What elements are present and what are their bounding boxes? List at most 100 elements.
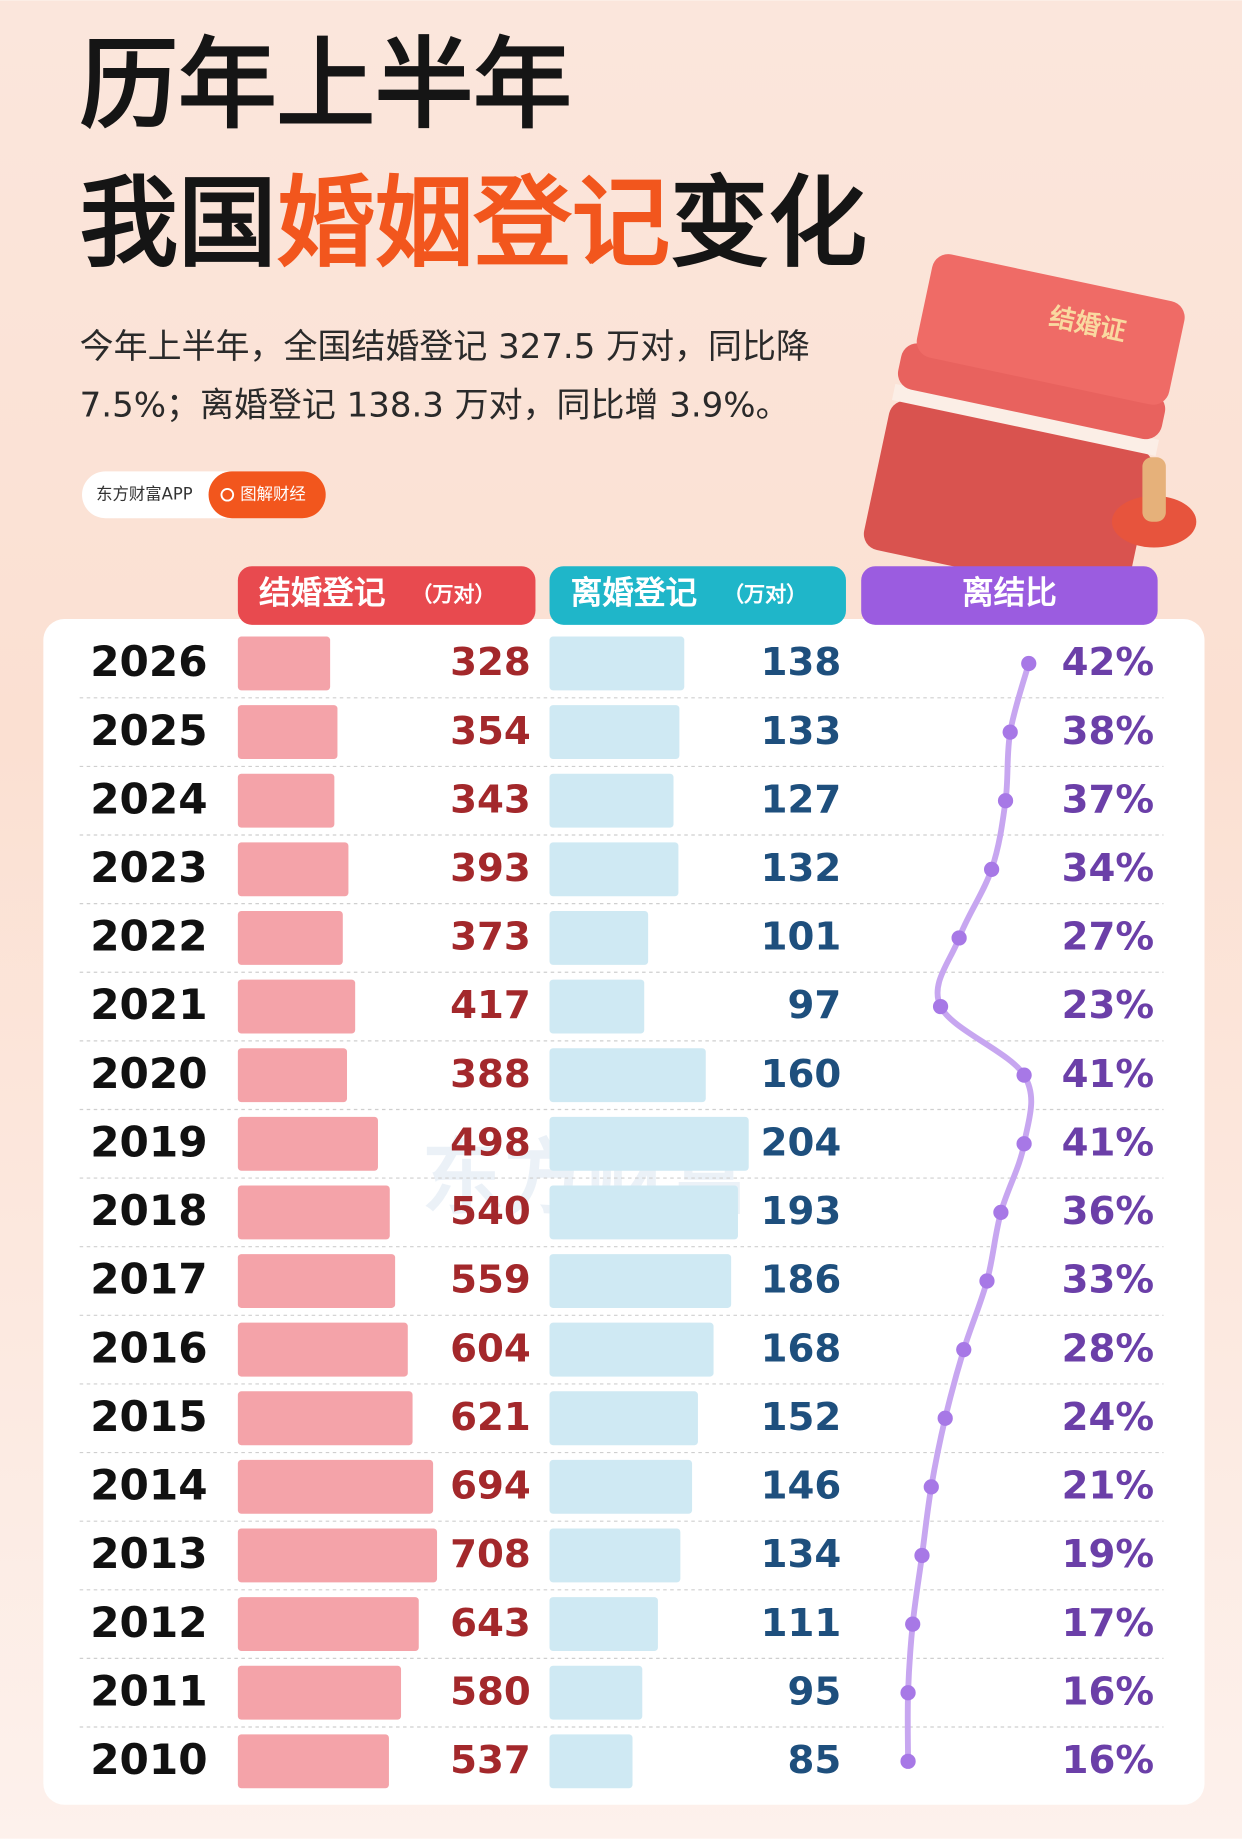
column-header: [237, 566, 536, 625]
search-icon: [220, 487, 235, 502]
book-pages: [891, 383, 1159, 456]
value-label: 204: [761, 1120, 842, 1165]
bar: [237, 1459, 434, 1514]
value-label: 694: [450, 1464, 531, 1509]
bar: [549, 705, 680, 760]
bar: [237, 979, 356, 1034]
ratio-dot: [1016, 1067, 1032, 1083]
value-label: 17%: [1062, 1601, 1155, 1646]
bar: [549, 1048, 706, 1103]
bar: [549, 773, 674, 828]
bar: [237, 1665, 402, 1720]
book-illustration: 结婚证: [863, 254, 1185, 600]
value-label: 34%: [1062, 846, 1155, 891]
value-label: 28%: [1062, 1326, 1155, 1371]
value-label: 540: [450, 1189, 531, 1234]
value-label: 604: [450, 1326, 531, 1371]
title-part: 我国: [80, 167, 277, 281]
year-label: 2015: [90, 1392, 207, 1441]
bar: [549, 979, 645, 1034]
ratio-dot: [905, 1616, 921, 1632]
value-label: 373: [450, 915, 531, 960]
value-label: 708: [450, 1532, 531, 1577]
value-label: 23%: [1062, 983, 1155, 1028]
value-label: 168: [761, 1326, 842, 1371]
bar: [237, 1254, 396, 1308]
year-label: 2022: [90, 912, 207, 961]
value-label: 97: [787, 983, 841, 1028]
bar: [549, 842, 679, 897]
ratio-dot: [900, 1685, 916, 1701]
value-label: 580: [450, 1669, 531, 1714]
bar: [237, 1391, 413, 1446]
source: 东方财富APP: [96, 484, 193, 503]
value-label: 101: [761, 915, 842, 960]
subtitle: 7.5%；离婚登记 138.3 万对，同比增 3.9%。: [80, 385, 790, 425]
year-label: 2010: [90, 1735, 207, 1784]
ratio-dot: [984, 861, 1000, 877]
value-label: 193: [761, 1189, 842, 1234]
book: [897, 343, 1166, 440]
value-label: 33%: [1062, 1258, 1155, 1303]
bar: [549, 1254, 732, 1308]
year-label: 2026: [90, 637, 207, 686]
source-tag-bg: [208, 471, 326, 519]
bar: [237, 1185, 390, 1240]
ratio-dot: [932, 998, 949, 1015]
title-line2: 我国婚姻登记变化: [80, 167, 867, 281]
stamp-handle: [1142, 457, 1166, 522]
value-label: 42%: [1062, 640, 1155, 685]
value-label: 186: [761, 1258, 842, 1303]
ratio-dot: [923, 1479, 939, 1495]
bar: [237, 1116, 378, 1171]
year-label: 2018: [90, 1186, 207, 1235]
value-label: 24%: [1062, 1395, 1155, 1440]
bar: [237, 1734, 389, 1789]
column-header: [861, 566, 1158, 625]
bar: [549, 1528, 681, 1583]
value-label: 138: [761, 640, 842, 685]
value-label: 537: [450, 1738, 531, 1783]
value-label: 134: [761, 1532, 842, 1577]
value-label: 133: [761, 709, 842, 754]
value-label: 95: [787, 1669, 841, 1714]
year-label: 2014: [90, 1461, 207, 1510]
value-label: 643: [450, 1601, 531, 1646]
value-label: 417: [450, 983, 531, 1028]
bar: [549, 1734, 633, 1789]
bar: [549, 1322, 714, 1377]
bar: [549, 1116, 749, 1171]
column-header-unit: （万对）: [723, 582, 807, 607]
value-label: 498: [450, 1120, 531, 1165]
bar: [237, 910, 343, 965]
value-label: 36%: [1062, 1189, 1155, 1234]
value-label: 132: [761, 846, 842, 891]
value-label: 16%: [1062, 1738, 1155, 1783]
value-label: 41%: [1062, 1120, 1155, 1165]
value-label: 354: [450, 709, 531, 754]
column-header-label: 离婚登记: [571, 574, 698, 611]
value-label: 16%: [1062, 1669, 1155, 1714]
year-label: 2021: [90, 980, 207, 1029]
ratio-dot: [979, 1273, 995, 1289]
book-cover: [916, 254, 1185, 405]
year-label: 2024: [90, 774, 207, 823]
book: [863, 400, 1154, 600]
year-label: 2017: [90, 1255, 207, 1304]
value-label: 38%: [1062, 709, 1155, 754]
bar: [237, 1322, 408, 1377]
bar: [549, 1597, 658, 1652]
bar: [237, 1528, 438, 1583]
year-label: 2025: [90, 706, 207, 755]
bar: [549, 1391, 698, 1446]
ratio-dot: [1002, 724, 1018, 740]
value-label: 21%: [1062, 1464, 1155, 1509]
ratio-dot: [914, 1547, 930, 1564]
title-line1: 历年上半年: [80, 29, 572, 143]
ratio-dot: [1021, 655, 1037, 672]
value-label: 85: [787, 1738, 841, 1783]
bar: [549, 910, 649, 965]
bar: [549, 1665, 643, 1720]
